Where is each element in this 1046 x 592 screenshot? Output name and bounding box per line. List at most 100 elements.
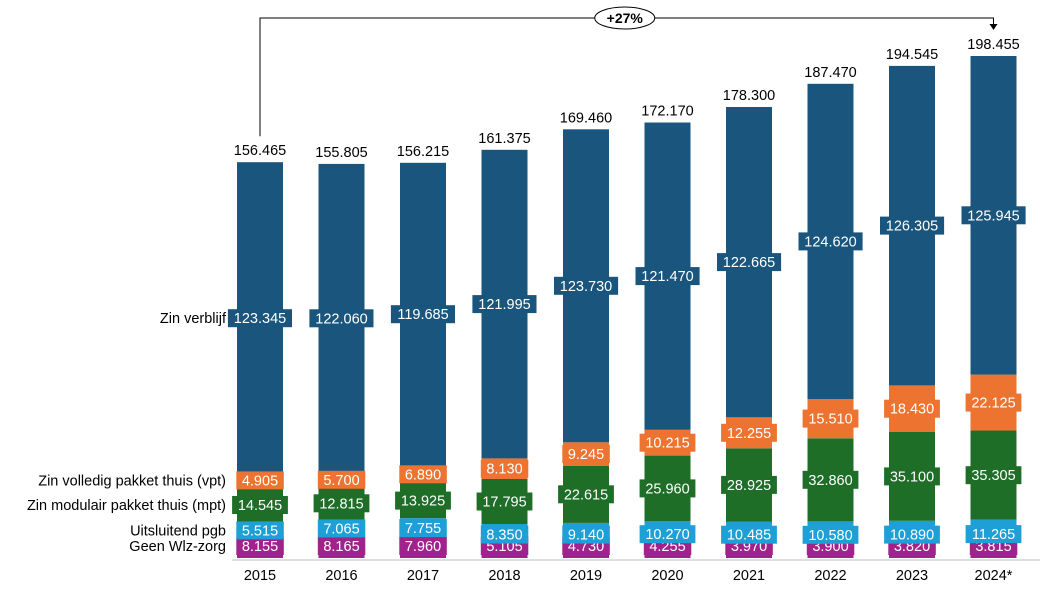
segment-value-label-text: 9.245 [568, 447, 604, 463]
x-tick-label: 2022 [814, 568, 846, 584]
series-name-label: Geen Wlz-zorg [129, 539, 226, 555]
segment-value-label: 124.620 [798, 232, 863, 251]
segment-value-label-text: 123.345 [234, 311, 286, 327]
segment-value-label: 7.960 [399, 537, 447, 555]
segment-value-label: 15.510 [802, 409, 859, 428]
segment-value-label-text: 124.620 [804, 234, 856, 250]
segment-value-label: 12.255 [721, 423, 777, 442]
segment-value-label: 7.755 [399, 519, 447, 538]
segment-value-label-text: 121.995 [478, 297, 530, 313]
segment-value-label-box [802, 525, 859, 544]
segment-value-label-box [317, 470, 366, 489]
segment-value-label-box [717, 253, 782, 272]
segment-value-label-text: 10.580 [808, 528, 852, 544]
total-label: 198.455 [967, 37, 1019, 53]
segment-value-label-text: 7.755 [405, 521, 441, 537]
segment-value-label-text: 7.960 [405, 539, 441, 555]
segment-value-label-box [313, 494, 370, 513]
segment-value-label-box [317, 537, 366, 555]
segment-value-label: 8.130 [480, 459, 529, 478]
segment-value-label-text: 32.860 [808, 473, 852, 489]
segment-value-label-box [227, 309, 292, 328]
segment-value-label-box [880, 216, 945, 235]
segment-value-label: 10.215 [639, 433, 696, 452]
segment-value-label: 10.270 [639, 525, 696, 544]
segment-value-label-box [476, 492, 533, 511]
x-tick-label: 2020 [651, 568, 683, 584]
segment-value-label-box [399, 519, 447, 538]
segment-value-label-text: 122.665 [723, 255, 775, 271]
total-label: 156.215 [397, 144, 449, 160]
segment-value-label-text: 12.815 [319, 496, 363, 512]
segment-value-label-box [236, 521, 284, 540]
x-tick-label: 2023 [896, 568, 928, 584]
segment-value-label-text: 10.890 [890, 528, 934, 544]
segment-value-label: 8.165 [317, 537, 366, 555]
segment-value-label: 125.945 [961, 206, 1026, 225]
segment-value-label-box [554, 276, 619, 295]
segment-value-label: 25.960 [639, 479, 696, 498]
segment-value-label-box [721, 423, 777, 442]
segment-value-label-box [309, 309, 374, 328]
segment-value-label-box [639, 479, 696, 498]
segment-value-label: 8.350 [480, 525, 529, 544]
segment-value-label-box [562, 525, 610, 544]
segment-value-label: 28.925 [721, 475, 777, 494]
segment-value-label-text: 25.960 [645, 481, 689, 497]
segment-value-label-text: 5.515 [242, 523, 278, 539]
segment-value-label-text: 6.890 [405, 467, 441, 483]
value-labels-group: 156.465 2015 155.805 2016 156.215 2017 161.375… [27, 37, 1026, 584]
segment-value-label-text: 35.305 [971, 468, 1015, 484]
segment-value-label-text: 4.905 [242, 473, 278, 489]
segment-value-label-box [965, 466, 1022, 485]
total-label: 194.545 [886, 47, 938, 63]
segment-value-label: 6.890 [399, 465, 447, 484]
segment-value-label-box [562, 445, 610, 463]
segment-value-label-box [639, 525, 696, 544]
total-label: 187.470 [804, 65, 856, 81]
segment-value-label: 8.155 [236, 537, 284, 555]
segment-value-label-box [236, 537, 284, 555]
segment-value-label: 18.430 [884, 399, 940, 418]
segment-value-label: 126.305 [880, 216, 945, 235]
segment-value-label-box [639, 433, 696, 452]
growth-bracket [259, 17, 994, 137]
segment-value-label-box [480, 459, 529, 478]
total-label: 172.170 [641, 104, 693, 120]
segment-value-label-text: 12.255 [727, 426, 771, 442]
x-tick-label: 2019 [570, 568, 602, 584]
segment-value-label-text: 35.100 [890, 469, 934, 485]
total-label: 178.300 [723, 88, 775, 104]
segment-value-label-text: 22.615 [564, 487, 608, 503]
segment-value-label-text: 28.925 [727, 478, 771, 494]
segment-value-label: 122.665 [717, 253, 782, 272]
segment-value-label: 123.730 [554, 276, 619, 295]
segment-value-label-box [798, 232, 863, 251]
series-name-label: Uitsluitend pgb [130, 523, 226, 539]
segment-value-label: 22.615 [558, 485, 614, 504]
segment-value-label: 7.065 [317, 519, 366, 538]
x-tick-label: 2024* [975, 568, 1013, 584]
segment-value-label-text: 17.795 [482, 495, 526, 511]
segment-value-label: 32.860 [802, 470, 859, 489]
segment-value-label-text: 119.685 [397, 307, 448, 323]
segment-value-label-box [802, 409, 859, 428]
segment-value-label-box [399, 537, 447, 555]
segment-value-label: 5.700 [317, 470, 366, 489]
segment-value-label-box [472, 295, 537, 314]
segment-value-label: 11.265 [965, 525, 1022, 544]
segment-value-label: 121.995 [472, 295, 537, 314]
series-name-label: Zin verblijf [160, 311, 227, 327]
total-label: 169.460 [560, 110, 612, 126]
segment-value-label-text: 5.700 [323, 473, 359, 489]
segment-value-label: 17.795 [476, 492, 533, 511]
segment-value-label-text: 10.485 [727, 528, 771, 544]
segment-value-label-text: 9.140 [568, 528, 604, 544]
segment-value-label-text: 13.925 [401, 494, 445, 510]
series-name-label: Zin volledig pakket thuis (vpt) [38, 473, 226, 489]
segment-value-label-box [558, 485, 614, 504]
growth-arrow-head [989, 24, 998, 30]
segment-value-label: 13.925 [395, 491, 451, 510]
total-label: 155.805 [315, 145, 367, 161]
segment-value-label-box [884, 467, 940, 486]
